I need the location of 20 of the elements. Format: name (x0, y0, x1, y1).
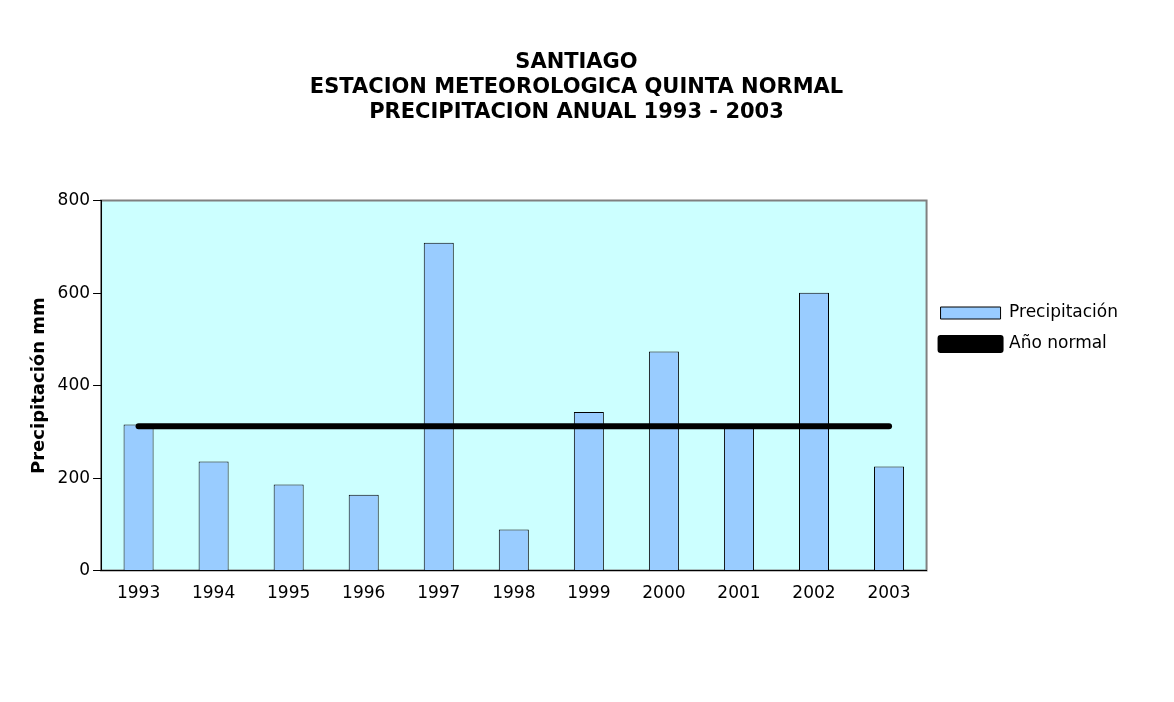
legend-label: Año normal (1009, 332, 1107, 353)
x-tick-label: 2000 (642, 582, 686, 603)
x-tick-label: 1993 (116, 582, 161, 603)
y-tick-label: 200 (57, 466, 91, 487)
chart-title: SANTIAGO ESTACION METEOROLOGICA QUINTA NORMAL PRECIPITACION ANUAL 1993 - 2003 (309, 49, 844, 124)
x-tick-label: 1995 (267, 582, 311, 603)
x-tick-label: 2002 (792, 582, 836, 603)
x-tick-label: 2001 (717, 582, 761, 603)
x-tick-label: 1998 (492, 582, 536, 603)
x-tick-label: 1996 (342, 582, 386, 603)
x-tick-label: 1994 (191, 582, 236, 603)
y-tick-label: 400 (57, 374, 91, 395)
x-tick-label: 2003 (867, 582, 911, 603)
x-tick-label: 1999 (567, 582, 611, 603)
y-tick-label: 800 (57, 189, 91, 210)
x-tick-label: 1997 (417, 582, 461, 603)
y-tick-label: 0 (79, 559, 91, 580)
y-axis-title: Precipitación mm (27, 297, 49, 474)
y-tick-label: 600 (57, 281, 91, 302)
legend-label: Precipitación (1009, 301, 1119, 322)
